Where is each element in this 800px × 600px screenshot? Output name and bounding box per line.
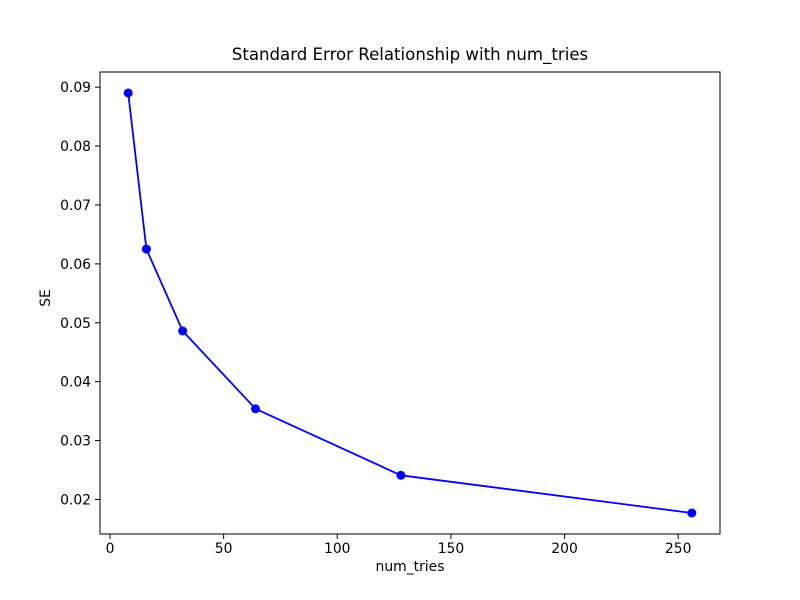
data-point-x256 (687, 508, 697, 518)
x-tick-label: 250 (665, 541, 692, 557)
data-point-x8 (123, 88, 133, 98)
axes-frame (99, 71, 721, 535)
y-tick-label: 0.03 (60, 434, 91, 450)
x-tick-label: 100 (324, 541, 351, 557)
x-tick-label: 50 (215, 541, 233, 557)
x-tick-label: 0 (106, 541, 115, 557)
y-axis-label: SE (38, 289, 54, 307)
y-tick-label: 0.07 (60, 198, 91, 214)
se-line (127, 92, 692, 514)
data-point-x128 (396, 470, 406, 480)
y-tick-label: 0.05 (60, 316, 91, 332)
y-tick-label: 0.06 (60, 257, 91, 273)
x-tick-label: 200 (551, 541, 578, 557)
y-tick-label: 0.09 (60, 80, 91, 96)
y-tick-label: 0.08 (60, 139, 91, 155)
data-point-x16 (141, 244, 151, 254)
y-tick-label: 0.02 (60, 492, 91, 508)
data-point-x64 (251, 404, 260, 414)
chart-title: Standard Error Relationship with num_tri… (231, 45, 589, 64)
x-tick-label: 150 (438, 541, 465, 557)
y-tick-label: 0.04 (60, 375, 91, 391)
x-axis-label: num_tries (375, 559, 445, 575)
data-point-x32 (178, 326, 188, 336)
